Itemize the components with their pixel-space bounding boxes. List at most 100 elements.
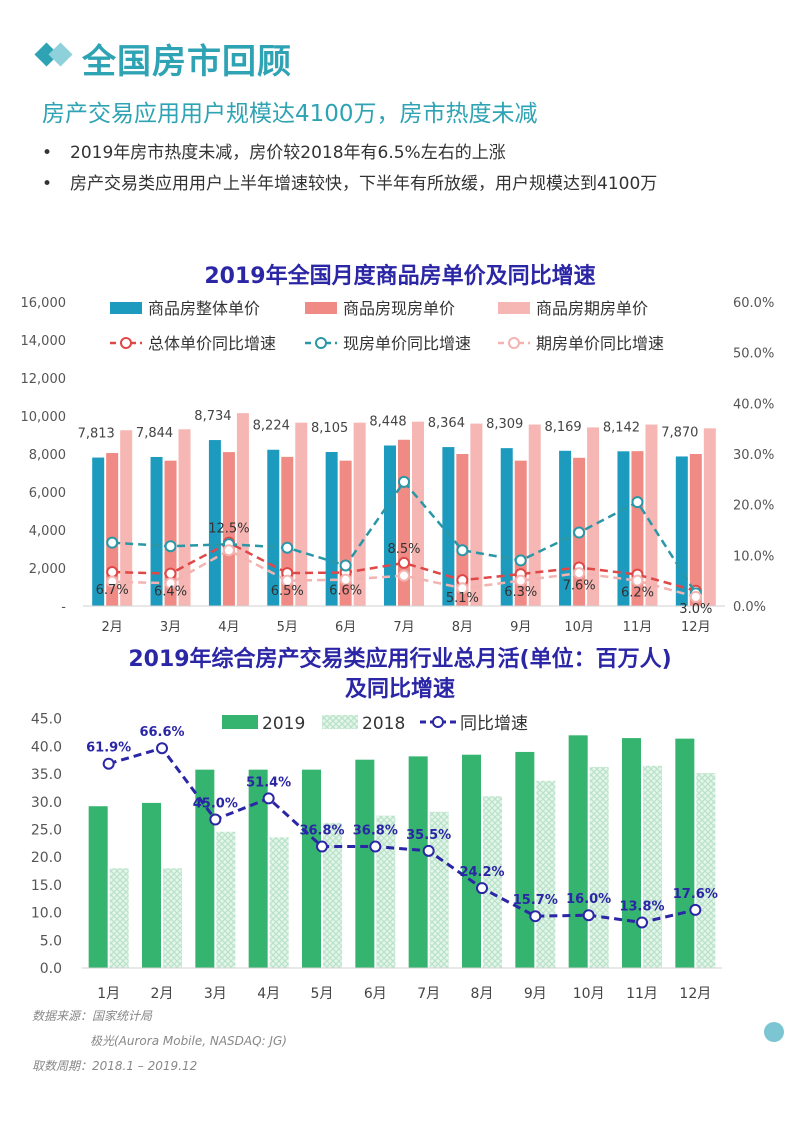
bar-2019 [355,759,375,968]
legend-label: 总体单价同比增速 [148,334,276,353]
bar [236,413,249,606]
bar [631,451,644,606]
bar [325,452,338,606]
y2-tick-label: 40.0% [733,397,774,412]
yoy-point [102,757,115,770]
bar-2018 [696,772,716,968]
yoy-value-label: 13.8% [619,899,664,914]
line-point [106,566,119,579]
bar-2019 [515,751,535,968]
line-point [339,573,352,586]
bar [267,449,280,606]
y-tick-label: 30.0 [31,795,62,811]
legend-marker [315,337,327,349]
data-period: 取数周期：2018.1 – 2019.12 [32,1059,198,1073]
line-point [164,567,177,580]
bar-2018 [323,822,342,968]
bar-2019 [568,735,588,968]
y-tick-label: 15.0 [31,878,62,894]
line-point [514,554,527,567]
bar-2019 [88,806,108,968]
bar-2019 [675,738,695,968]
bar [703,428,716,606]
legend-swatch [110,302,142,314]
legend-marker [432,716,444,728]
line-point [631,574,644,587]
bar-value-label: 8,309 [486,417,523,432]
legend-swatch [322,715,358,729]
bar-2018 [216,831,236,968]
bar-2018 [109,868,129,968]
y-tick-label: 20.0 [31,850,62,866]
x-tick-label: 2月 [151,986,174,1002]
x-tick-label: 5月 [277,620,298,635]
x-tick-label: 10月 [573,986,605,1002]
line-value-label: 12.5% [208,522,249,537]
x-tick-label: 11月 [626,986,658,1002]
yoy-value-label: 35.5% [406,828,451,843]
bar-value-label: 8,105 [311,421,348,436]
chart2-title-line: 2019年综合房产交易类应用行业总月活(单位：百万人) [128,647,672,672]
line-value-label: 6.3% [504,585,537,600]
bar-2018 [483,796,502,968]
y-tick-label: 25.0 [31,823,62,839]
y-tick-label: 10,000 [21,410,67,425]
line-point [106,575,119,588]
yoy-point [582,909,595,922]
bar-2019 [462,754,481,968]
bar-2018 [643,765,662,968]
bar-2018 [163,868,182,968]
bar-2019 [408,756,428,968]
y-tick-label: 40.0 [31,739,62,755]
line-point [514,574,527,587]
chart1-title: 2019年全国月度商品房单价及同比增速 [204,264,596,289]
line-value-label: 8.5% [387,542,420,557]
y-tick-label: 14,000 [21,334,67,349]
data-source-2: 极光(Aurora Mobile, NASDAQ: JG) [90,1034,287,1048]
chart2-title: 2019年综合房产交易类应用行业总月活(单位：百万人) 及同比增速 [0,645,800,705]
x-tick-label: 3月 [160,620,181,635]
y2-tick-label: 20.0% [733,499,774,514]
line-point [631,496,644,509]
bar-value-label: 7,844 [136,426,173,441]
y2-tick-label: 30.0% [733,448,774,463]
line-point [106,536,119,549]
line-point [456,544,469,557]
chart2-title-line: 及同比增速 [344,677,455,702]
legend-marker [508,337,520,349]
yoy-value-label: 36.8% [299,824,344,839]
y-tick-label: 10.0 [31,906,62,922]
y-tick-label: 6,000 [29,486,66,501]
x-tick-label: 6月 [335,620,356,635]
x-tick-label: 4月 [218,620,239,635]
yoy-point [209,813,222,826]
y2-tick-label: 60.0% [733,296,774,311]
bar-2019 [142,802,161,968]
line-value-label: 7.6% [563,578,596,593]
x-tick-label: 5月 [311,986,334,1002]
y-tick-label: 45.0 [31,712,62,728]
x-tick-label: 8月 [471,986,494,1002]
x-tick-label: 12月 [681,620,711,635]
bar-value-label: 8,448 [369,414,406,429]
bar-value-label: 8,142 [603,420,640,435]
legend-label: 期房单价同比增速 [536,334,664,353]
line-point [281,574,294,587]
line-value-label: 3.0% [679,602,712,617]
yoy-point [636,916,648,929]
x-tick-label: 4月 [257,986,280,1002]
x-tick-label: 6月 [364,986,387,1002]
bar [689,454,702,606]
bar [645,424,658,606]
x-tick-label: 11月 [623,620,653,635]
yoy-point [476,882,488,895]
line-value-label: 6.4% [154,585,187,600]
x-tick-label: 7月 [393,620,414,635]
legend-label: 同比增速 [460,714,528,734]
legend-label: 商品房期房单价 [536,299,648,318]
bar [456,454,469,606]
bar-2018 [269,837,289,968]
line-point [164,577,177,590]
line-point [222,544,235,557]
bar [208,440,221,606]
